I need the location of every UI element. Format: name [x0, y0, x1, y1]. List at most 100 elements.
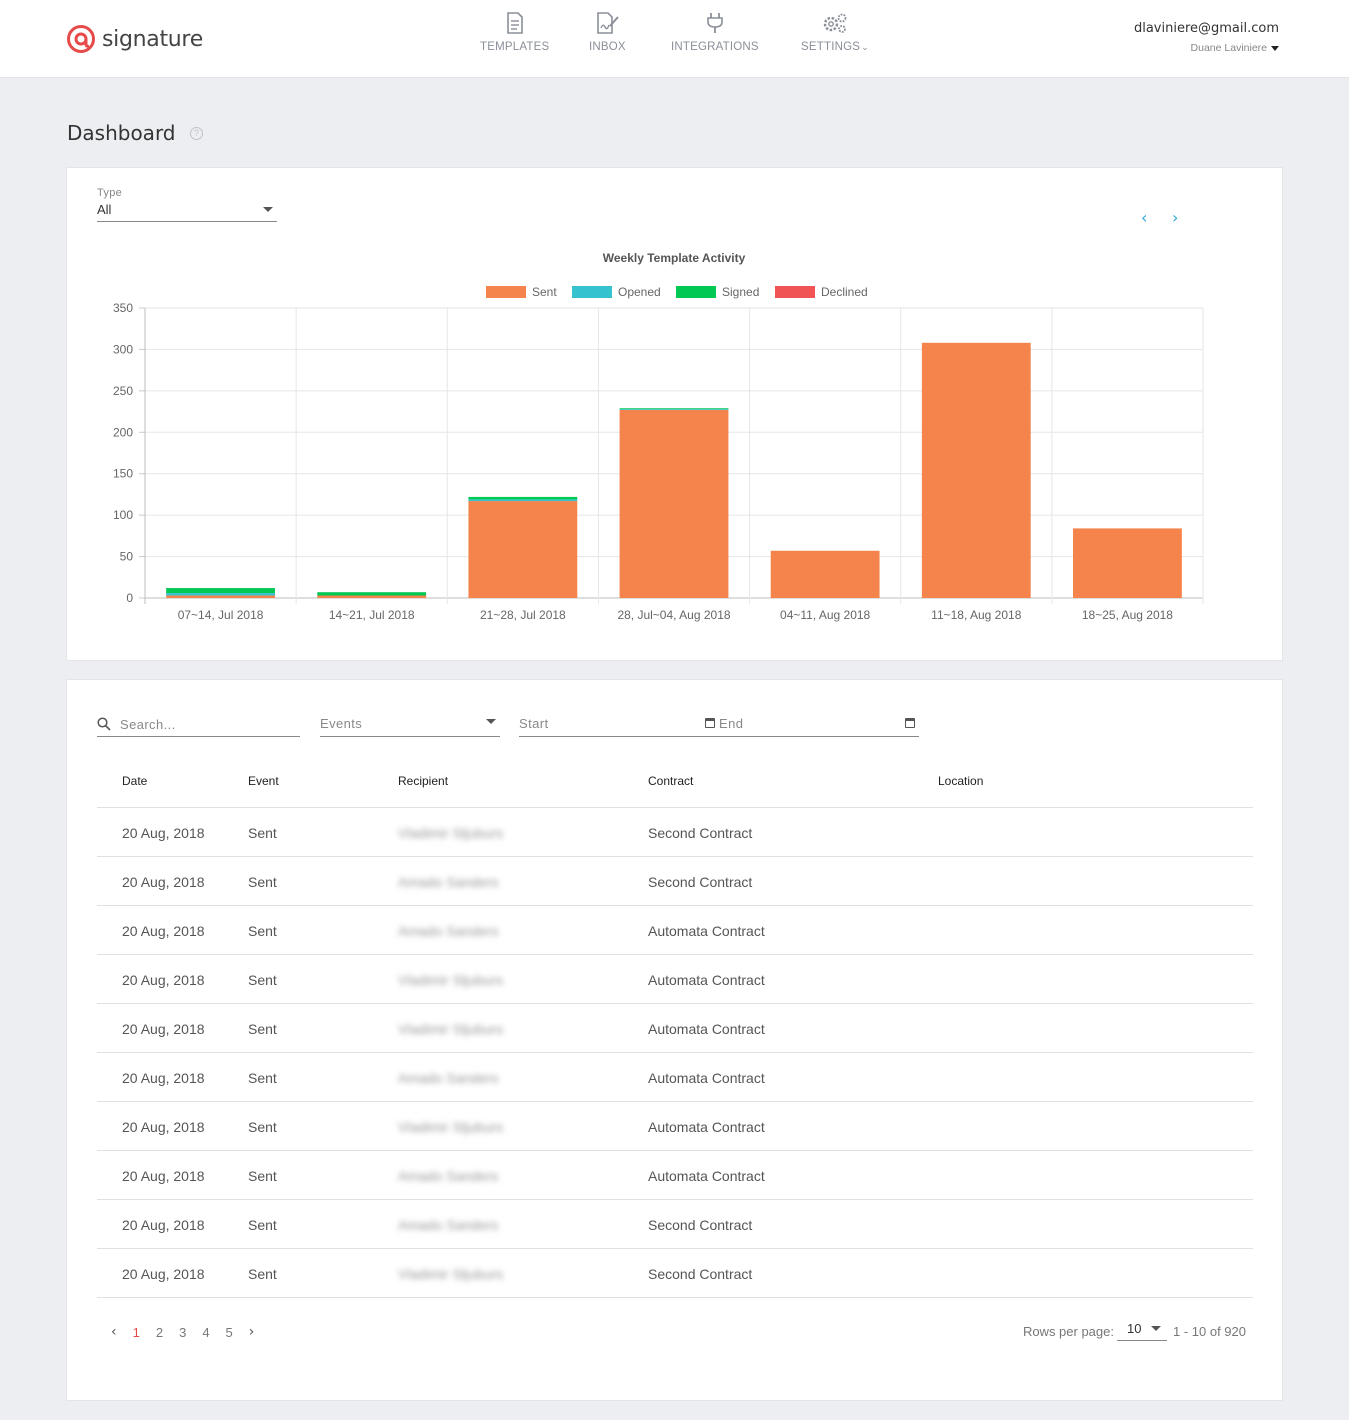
prev-page-button[interactable]: ‹ [111, 1324, 117, 1340]
x-tick-label: 07~14, Jul 2018 [178, 608, 264, 622]
cell-event: Sent [248, 1070, 277, 1086]
cell-event: Sent [248, 1266, 277, 1282]
y-tick-label: 350 [113, 301, 133, 315]
logo-text: signature [102, 26, 203, 52]
nav-templates[interactable]: TEMPLATES [480, 12, 549, 53]
page-2-button[interactable]: 2 [155, 1324, 164, 1340]
chart-prev-button[interactable]: ‹ [1141, 208, 1148, 227]
dropdown-arrow-icon [263, 207, 273, 212]
table-row[interactable]: 20 Aug, 2018 Sent Vladimir Sljuburs Automat… [97, 1102, 1253, 1151]
legend-label-sent: Sent [532, 285, 557, 299]
caret-down-icon [1271, 45, 1279, 51]
activity-chart-card: Type All ‹ › Weekly Template Activity Sen… [66, 167, 1283, 661]
cell-recipient: Amado Sanders [398, 1217, 499, 1233]
table-row[interactable]: 20 Aug, 2018 Sent Amado Sanders Second Cont… [97, 857, 1253, 906]
table-row[interactable]: 20 Aug, 2018 Sent Vladimir Sljuburs Automat… [97, 1004, 1253, 1053]
type-select[interactable]: Type All [97, 187, 277, 222]
chart-next-button[interactable]: › [1172, 208, 1179, 227]
page-4-button[interactable]: 4 [202, 1324, 210, 1340]
y-tick-label: 0 [126, 591, 133, 605]
type-select-label: Type [97, 187, 123, 199]
next-page-button[interactable]: › [248, 1324, 255, 1340]
account-menu[interactable]: dlaviniere@gmail.com Duane Laviniere [1134, 21, 1279, 54]
table-row[interactable]: 20 Aug, 2018 Sent Amado Sanders Automata Co… [97, 1053, 1253, 1102]
cell-contract: Automata Contract [648, 972, 765, 988]
nav-inbox[interactable]: INBOX [589, 12, 626, 53]
cell-event: Sent [248, 1119, 277, 1135]
plug-icon [707, 13, 723, 33]
search-field[interactable] [97, 714, 300, 737]
cell-contract: Automata Contract [648, 1070, 765, 1086]
account-name-dropdown[interactable]: Duane Laviniere [1134, 42, 1279, 54]
cell-event: Sent [248, 874, 277, 890]
page-1-button[interactable]: 1 [132, 1324, 140, 1340]
x-tick-label: 28, Jul~04, Aug 2018 [617, 608, 730, 622]
cell-contract: Second Contract [648, 825, 753, 841]
page-5-button[interactable]: 5 [225, 1324, 233, 1340]
cell-date: 20 Aug, 2018 [122, 1119, 205, 1135]
page-title: Dashboard [67, 121, 176, 145]
cell-recipient: Vladimir Sljuburs [398, 825, 504, 841]
top-navbar: signature TEMPLATES INBOX INTEGRATIONS [0, 0, 1349, 78]
legend-swatch-sent [486, 286, 526, 298]
events-select-label: Events [320, 716, 363, 731]
rows-per-page-select[interactable]: 10 [1117, 1321, 1167, 1341]
bar-opened [619, 409, 729, 410]
legend-label-declined: Declined [821, 285, 868, 299]
cell-date: 20 Aug, 2018 [122, 1217, 205, 1233]
legend-swatch-declined [775, 286, 815, 298]
cell-date: 20 Aug, 2018 [122, 1266, 205, 1282]
table-body: 20 Aug, 2018 Sent Vladimir Sljuburs Second … [97, 808, 1253, 1298]
table-row[interactable]: 20 Aug, 2018 Sent Vladimir Sljuburs Automat… [97, 955, 1253, 1004]
column-header-date[interactable]: Date [122, 774, 148, 788]
dropdown-arrow-icon [486, 719, 496, 724]
cell-recipient: Amado Sanders [398, 1168, 499, 1184]
y-tick-label: 200 [113, 425, 133, 439]
type-select-value: All [97, 202, 112, 217]
x-tick-label: 21~28, Jul 2018 [480, 608, 566, 622]
legend-swatch-signed [676, 286, 716, 298]
logo[interactable]: signature [66, 24, 203, 54]
start-date-field[interactable]: Start [519, 714, 719, 737]
bar-sent [619, 409, 729, 598]
cell-date: 20 Aug, 2018 [122, 825, 205, 841]
events-select[interactable]: Events [320, 714, 500, 737]
cell-recipient: Amado Sanders [398, 874, 499, 890]
calendar-icon[interactable] [705, 718, 715, 728]
end-date-field[interactable]: End [719, 714, 919, 737]
document-icon [506, 12, 523, 34]
cell-recipient: Amado Sanders [398, 923, 499, 939]
y-tick-label: 150 [113, 467, 133, 481]
calendar-icon[interactable] [905, 718, 915, 728]
table-row[interactable]: 20 Aug, 2018 Sent Amado Sanders Automata Co… [97, 906, 1253, 955]
events-table: Date Event Recipient Contract Location 2… [97, 760, 1253, 1298]
column-header-recipient[interactable]: Recipient [398, 774, 449, 788]
column-header-event[interactable]: Event [248, 774, 279, 788]
question-circle-icon[interactable]: ? [190, 127, 203, 140]
events-table-card: Events Start End Date Event Recipient Co… [66, 679, 1283, 1401]
table-row[interactable]: 20 Aug, 2018 Sent Vladimir Sljuburs Second … [97, 1249, 1253, 1298]
bar-opened [166, 593, 275, 596]
x-tick-label: 14~21, Jul 2018 [329, 608, 415, 622]
cell-date: 20 Aug, 2018 [122, 1070, 205, 1086]
bar-signed [619, 408, 729, 410]
y-tick-label: 100 [113, 508, 133, 522]
bar-sent [468, 501, 578, 598]
table-row[interactable]: 20 Aug, 2018 Sent Amado Sanders Second Cont… [97, 1200, 1253, 1249]
column-header-contract[interactable]: Contract [648, 774, 694, 788]
nav-integrations[interactable]: INTEGRATIONS [671, 12, 759, 53]
cell-recipient: Vladimir Sljuburs [398, 1119, 504, 1135]
search-icon [97, 717, 111, 731]
cell-recipient: Vladimir Sljuburs [398, 1266, 504, 1282]
cell-date: 20 Aug, 2018 [122, 874, 205, 890]
cell-contract: Second Contract [648, 1217, 753, 1233]
bar-sent [1073, 528, 1182, 598]
search-input[interactable] [120, 714, 295, 734]
column-header-location[interactable]: Location [938, 774, 984, 788]
nav-settings[interactable]: SETTINGS⌄ [801, 12, 869, 53]
page-3-button[interactable]: 3 [179, 1324, 187, 1340]
x-tick-label: 11~18, Aug 2018 [931, 608, 1022, 622]
table-row[interactable]: 20 Aug, 2018 Sent Amado Sanders Automata Co… [97, 1151, 1253, 1200]
table-row[interactable]: 20 Aug, 2018 Sent Vladimir Sljuburs Second … [97, 808, 1253, 857]
cell-recipient: Vladimir Sljuburs [398, 972, 504, 988]
